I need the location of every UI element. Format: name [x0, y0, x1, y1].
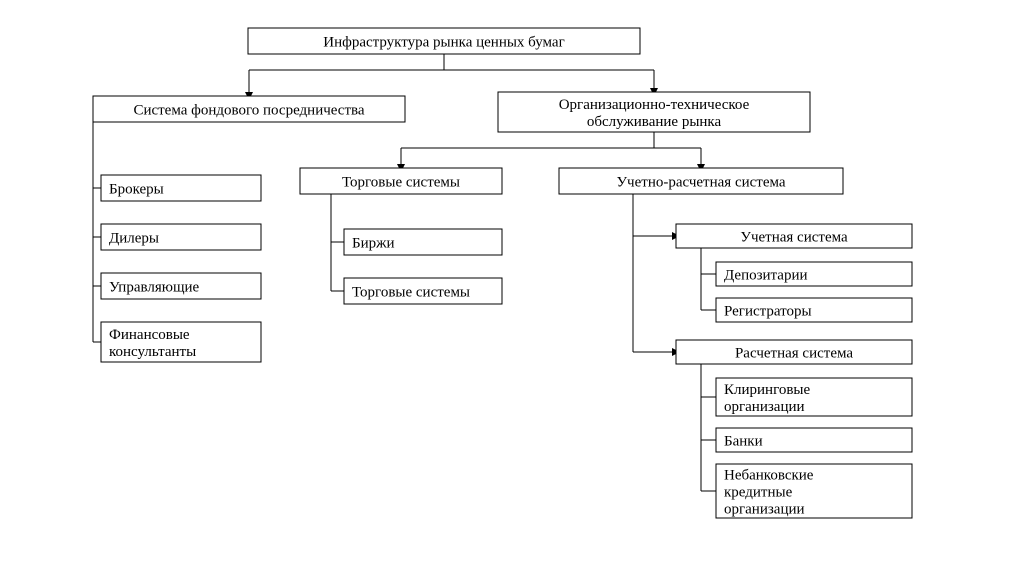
node-label: Депозитарии: [724, 267, 808, 283]
node-bA2: Дилеры: [101, 224, 261, 250]
node-label: Дилеры: [109, 230, 159, 246]
node-label: Биржи: [352, 235, 395, 251]
node-l1b: Организационно-техническоеобслуживание р…: [498, 92, 810, 132]
node-bC: Учетно-расчетная система: [559, 168, 843, 194]
node-bC2: Расчетная система: [676, 340, 912, 364]
node-bC2b: Банки: [716, 428, 912, 452]
node-label: Учетно-расчетная система: [616, 174, 785, 190]
node-label: Торговые системы: [342, 174, 460, 190]
node-label: Банки: [724, 433, 763, 449]
hierarchy-diagram: Инфраструктура рынка ценных бумаг Система…: [0, 0, 1024, 574]
node-bC2c: Небанковскиекредитныеорганизации: [716, 464, 912, 518]
node-bB1: Биржи: [344, 229, 502, 255]
node-root: Инфраструктура рынка ценных бумаг: [248, 28, 640, 54]
node-label: Расчетная система: [735, 345, 853, 361]
node-label: Торговые системы: [352, 284, 470, 300]
node-bC2a: Клиринговыеорганизации: [716, 378, 912, 416]
node-bC1b: Регистраторы: [716, 298, 912, 322]
node-label: Инфраструктура рынка ценных бумаг: [323, 34, 565, 50]
node-bA4: Финансовыеконсультанты: [101, 322, 261, 362]
node-bB: Торговые системы: [300, 168, 502, 194]
nodes-layer: Инфраструктура рынка ценных бумаг Система…: [93, 28, 912, 518]
node-label: Система фондового посредничества: [133, 102, 364, 118]
node-label: Управляющие: [109, 279, 200, 295]
node-label: Клиринговыеорганизации: [724, 382, 811, 415]
node-bA3: Управляющие: [101, 273, 261, 299]
node-label: Брокеры: [109, 181, 164, 197]
node-label: Финансовыеконсультанты: [109, 327, 196, 360]
node-label: Учетная система: [740, 229, 848, 245]
node-l1a: Система фондового посредничества: [93, 96, 405, 122]
node-label: Регистраторы: [724, 303, 812, 319]
node-bA1: Брокеры: [101, 175, 261, 201]
node-bB2: Торговые системы: [344, 278, 502, 304]
node-label: Организационно-техническоеобслуживание р…: [559, 97, 750, 130]
node-bC1: Учетная система: [676, 224, 912, 248]
node-bC1a: Депозитарии: [716, 262, 912, 286]
